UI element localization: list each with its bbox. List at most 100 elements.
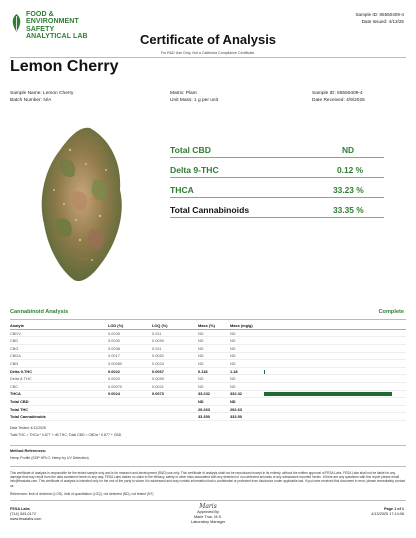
loq-cell: 0.0059 xyxy=(152,374,198,383)
unit-mass: Unit Mass: 1 g per unit xyxy=(170,97,218,103)
mass-bar-cell xyxy=(264,367,406,376)
divider xyxy=(10,500,406,501)
mass-mg-cell: ND xyxy=(230,352,264,361)
mass-mg-cell: ND xyxy=(230,336,264,345)
mass-pct-cell: 33.350 xyxy=(198,412,230,421)
divider xyxy=(170,177,384,178)
loq-cell xyxy=(152,397,198,406)
potency-value-thca: 33.23 % xyxy=(333,185,364,195)
mass-mg-cell: ND xyxy=(230,359,264,368)
mass-bar-cell xyxy=(264,397,406,406)
table-row: CBC 0.00070 0.0021 ND ND xyxy=(10,382,406,391)
column-header-analyte: Analyte xyxy=(10,323,108,330)
analyte-cell: Total THC xyxy=(10,405,108,414)
total-formula: Total THC = THCa * 0.877 + d9-THC; Total… xyxy=(10,433,122,437)
analysis-status: Complete xyxy=(378,309,405,315)
footer-lab-info: FESA Labs (714) 343-0172 www.fesalabs.co… xyxy=(10,507,41,523)
mass-pct-cell: ND xyxy=(198,359,230,368)
mass-pct-cell: ND xyxy=(198,336,230,345)
analyte-cell: THCA xyxy=(10,390,108,399)
mass-pct-cell: ND xyxy=(198,329,230,338)
mass-bar-cell xyxy=(264,374,406,383)
mass-bar-cell xyxy=(264,352,406,361)
loq-cell: 0.0024 xyxy=(152,359,198,368)
analyte-cell: CBC xyxy=(10,382,108,391)
divider xyxy=(10,445,406,446)
lab-logo: FOOD & ENVIRONMENT SAFETY ANALYTICAL LAB xyxy=(10,11,110,43)
mass-mg-cell: 292.63 xyxy=(230,405,264,414)
leaf-logo-icon xyxy=(12,14,21,32)
loq-cell: 0.0021 xyxy=(152,382,198,391)
page-number: Page 1 of 1 xyxy=(383,507,404,511)
mass-bar-cell xyxy=(264,412,406,421)
divider xyxy=(10,319,406,320)
analyte-cell: Total CBD xyxy=(10,397,108,406)
report-header: FOOD & ENVIRONMENT SAFETY ANALYTICAL LAB… xyxy=(0,0,416,48)
lod-cell: 0.0024 xyxy=(108,390,152,399)
mass-mg-cell: ND xyxy=(230,374,264,383)
table-row: Total THC 29.263 292.63 xyxy=(10,405,406,414)
header-sample-id: Sample ID: 65550409-4 xyxy=(355,12,404,17)
mass-bar-cell xyxy=(264,382,406,391)
sample-name: Sample Name: Lemon Cherry xyxy=(10,91,74,96)
mass-mg-cell: ND xyxy=(230,382,264,391)
loq-cell xyxy=(152,405,198,414)
potency-value-delta9-thc: 0.12 % xyxy=(337,165,364,175)
cannabinoid-table: Analyte LOD (%) LOQ (%) Mass (%) Mass (m… xyxy=(10,323,406,421)
date-received: Date Received: 4/9/2025 xyxy=(312,97,365,103)
header-date-issued: Date Issued: 4/13/25 xyxy=(361,18,404,24)
loq-cell xyxy=(152,412,198,421)
mass-pct-cell: 0.118 xyxy=(198,367,230,376)
approver-name: Marie True, M.S. xyxy=(193,515,223,519)
approved-by-label: Approved By xyxy=(197,510,219,514)
table-row: CBD 0.0030 0.0090 ND ND xyxy=(10,336,406,345)
mass-bar xyxy=(264,392,392,397)
lod-cell: 0.0030 xyxy=(108,336,152,345)
date-tested: Date Tested: 4/11/2025 xyxy=(10,426,46,430)
lod-cell: 0.0022 xyxy=(108,367,152,376)
page-title: Certificate of Analysis xyxy=(139,32,277,47)
analyte-cell: Total Cannabinoids xyxy=(10,412,108,421)
mass-pct-cell: ND xyxy=(198,382,230,391)
divider xyxy=(170,157,384,158)
analyte-cell: Delta 8-THC xyxy=(10,374,108,383)
method-references-title: Method References: xyxy=(10,449,47,453)
column-header-lod: LOD (%) xyxy=(108,323,152,330)
lod-cell: 0.00080 xyxy=(108,359,152,368)
mass-bar-cell xyxy=(264,359,406,368)
potency-label-total-cannabinoids: Total Cannabinoids xyxy=(170,205,250,215)
footer-website[interactable]: www.fesalabs.com xyxy=(10,517,42,522)
table-row: THCA 0.0024 0.0073 33.232 332.32 xyxy=(10,390,406,399)
logo-line-4: ANALYTICAL LAB xyxy=(26,32,88,40)
divider xyxy=(10,466,406,467)
column-header-mass-mg: Mass (mg/g) xyxy=(230,323,264,330)
batch-number: Batch Number: N/A xyxy=(10,97,52,103)
loq-cell: 0.0067 xyxy=(152,367,198,376)
analyte-cell: Delta 9-THC xyxy=(10,367,108,376)
mass-bar xyxy=(264,369,265,374)
table-row: Delta 9-THC 0.0022 0.0067 0.118 1.18 xyxy=(10,367,406,376)
mass-pct-cell: ND xyxy=(198,397,230,406)
column-header-mass-pct: Mass (%) xyxy=(198,323,230,330)
table-header-row: Analyte LOD (%) LOQ (%) Mass (%) Mass (m… xyxy=(10,323,406,330)
mass-mg-cell: 332.32 xyxy=(230,390,264,399)
lod-cell: 0.00070 xyxy=(108,382,152,391)
footer-lab-name: FESA Labs xyxy=(10,507,30,511)
footer-phone: (714) 343-0172 xyxy=(10,512,36,517)
page-subtitle: For R&D Use Only. Not a California Compl… xyxy=(160,51,256,55)
loq-cell: 0.0052 xyxy=(152,352,198,361)
table-row: Delta 8-THC 0.0020 0.0059 ND ND xyxy=(10,374,406,383)
mass-pct-cell: ND xyxy=(198,374,230,383)
lod-cell: 0.0035 xyxy=(108,329,152,338)
potency-summary: Total CBD ND Delta 9-THC 0.12 % THCA 33.… xyxy=(170,143,384,233)
table-row: CBG 0.0038 0.011 ND ND xyxy=(10,344,406,353)
potency-label-delta9-thc: Delta 9-THC xyxy=(170,165,219,175)
loq-cell: 0.011 xyxy=(152,329,198,338)
mass-bar-cell xyxy=(264,405,406,414)
method-references-text: Hemp Profile (SOP HPLC: Hemp by UV Detec… xyxy=(10,456,89,460)
analyte-cell: CBN xyxy=(10,359,108,368)
lod-cell: 0.0020 xyxy=(108,374,152,383)
mass-bar-cell xyxy=(264,336,406,345)
potency-value-total-cannabinoids: 33.35 % xyxy=(333,205,364,215)
report-timestamp: 4/13/2025 17:14:08 xyxy=(371,512,404,517)
